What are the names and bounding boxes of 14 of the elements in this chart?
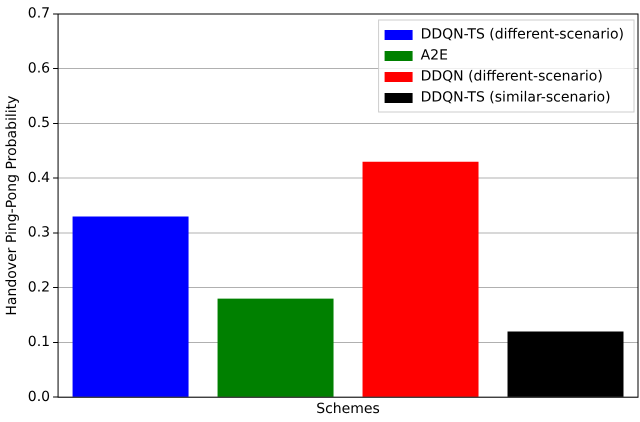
y-axis-title: Handover Ping-Pong Probability — [4, 96, 20, 316]
y-tick-label: 0.7 — [28, 6, 50, 22]
legend-label: DDQN (different-scenario) — [420, 68, 603, 85]
legend-label: A2E — [420, 48, 448, 64]
legend-label: DDQN-TS (similar-scenario) — [420, 90, 611, 106]
y-tick-label: 0.4 — [28, 170, 50, 186]
y-tick-label: 0.5 — [28, 115, 50, 132]
y-tick-label: 0.3 — [28, 224, 50, 241]
y-tick-label: 0.2 — [28, 279, 50, 296]
y-tick-label: 0.1 — [28, 334, 50, 350]
y-tick-label: 0.0 — [28, 388, 50, 405]
legend-label: DDQN-TS (different-scenario) — [420, 26, 624, 43]
x-axis-title: Schemes — [316, 401, 380, 418]
y-tick-label: 0.6 — [28, 60, 50, 76]
